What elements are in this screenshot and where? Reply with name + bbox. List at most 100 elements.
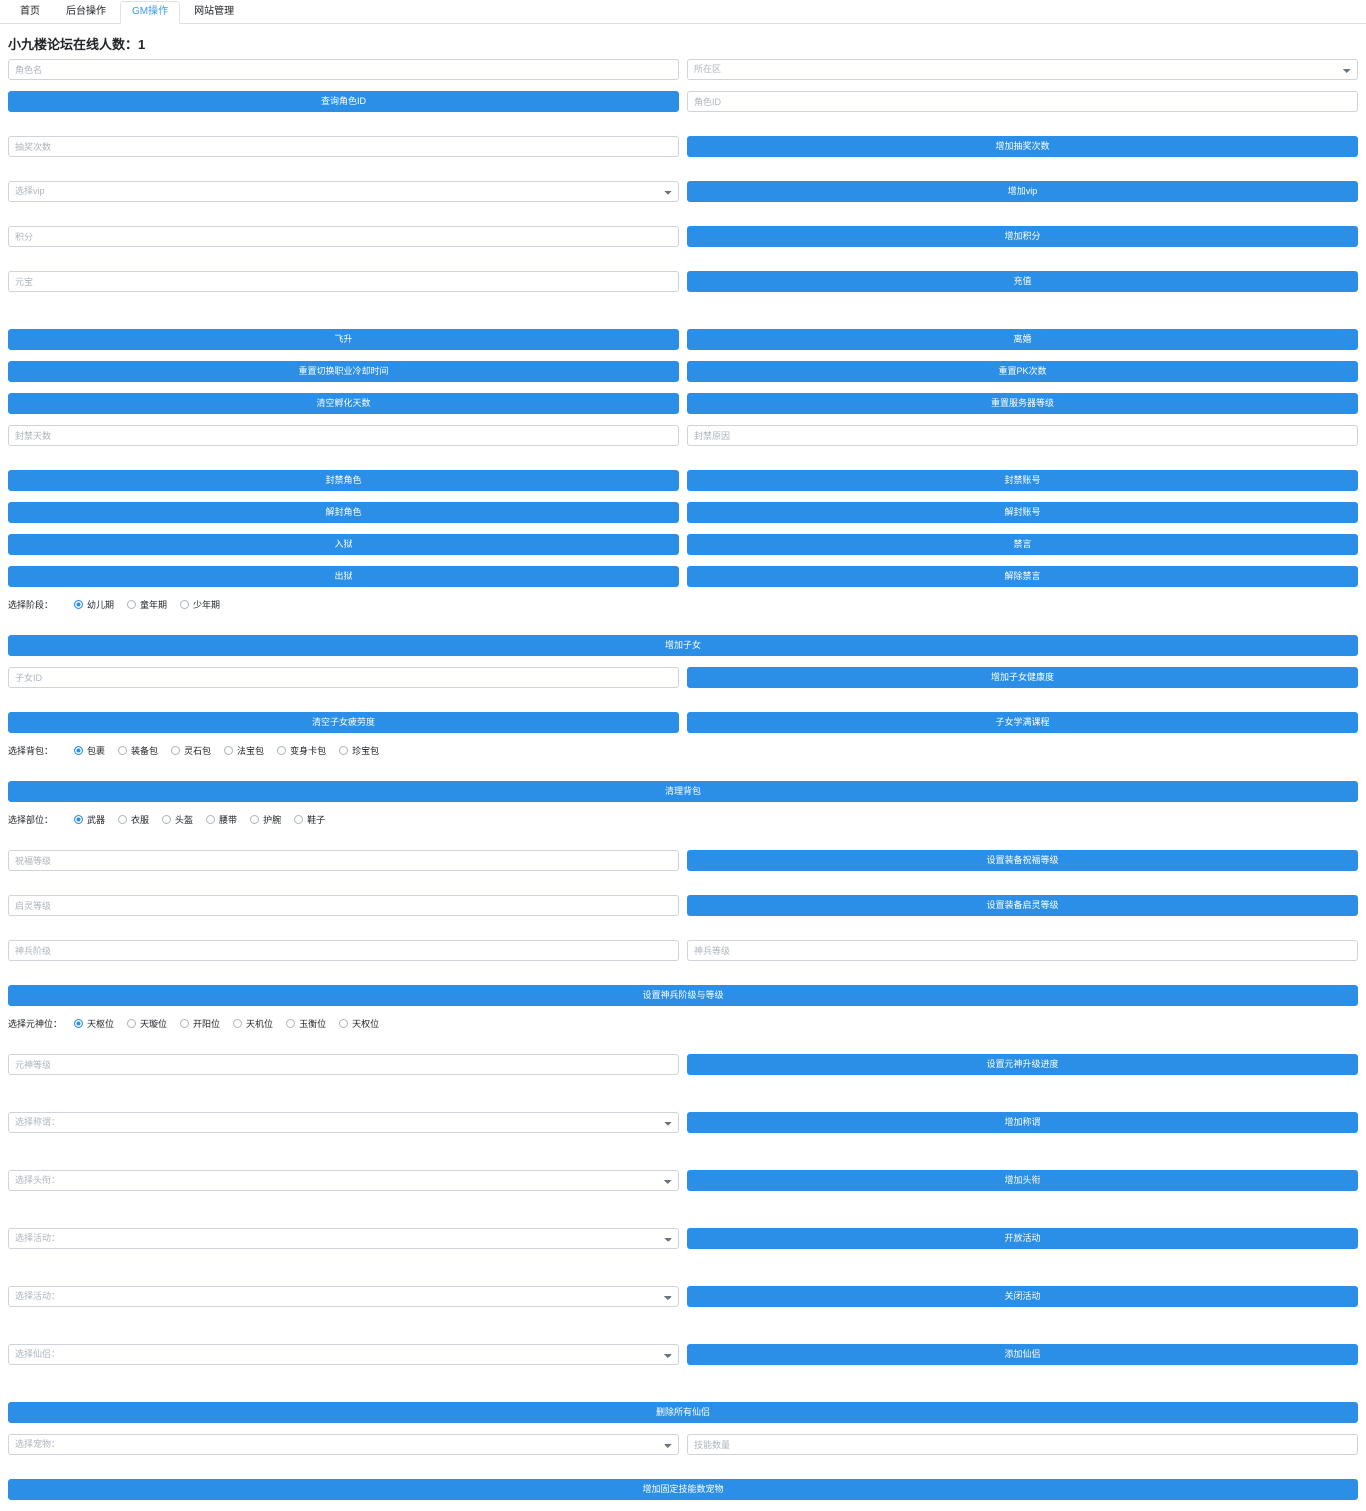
- delete-all-companions-button[interactable]: 删除所有仙侣: [8, 1402, 1358, 1423]
- reset-server-level-button[interactable]: 重置服务器等级: [687, 393, 1358, 414]
- soul-slot-option-1[interactable]: 天璇位: [127, 1017, 167, 1030]
- tab-home[interactable]: 首页: [20, 6, 40, 17]
- clean-bag-button[interactable]: 清理背包: [8, 781, 1358, 802]
- stage-option-2[interactable]: 少年期: [180, 598, 220, 611]
- bless-level-input[interactable]: [8, 850, 679, 871]
- stage-option-1[interactable]: 童年期: [127, 598, 167, 611]
- bag-option-5[interactable]: 珍宝包: [339, 744, 379, 757]
- title-select[interactable]: 选择头衔：: [8, 1170, 679, 1191]
- zone-select[interactable]: 所在区: [687, 59, 1358, 80]
- soul-slot-radio-2[interactable]: [180, 1019, 190, 1028]
- tab-site-management[interactable]: 网站管理: [194, 6, 235, 17]
- clear-hatch-days-button[interactable]: 清空孵化天数: [8, 393, 679, 414]
- stage-option-0[interactable]: 幼儿期: [74, 598, 114, 611]
- part-option-3[interactable]: 腰带: [206, 813, 237, 826]
- mute-button[interactable]: 禁言: [687, 534, 1358, 555]
- part-option-1[interactable]: 衣服: [118, 813, 149, 826]
- soul-slot-radio-4[interactable]: [286, 1019, 296, 1028]
- bag-radio-0[interactable]: [74, 746, 83, 755]
- companion-select[interactable]: 选择仙侣：: [8, 1344, 679, 1365]
- add-title-button[interactable]: 增加头衔: [687, 1170, 1358, 1191]
- tab-gm-operations[interactable]: GM操作: [120, 1, 181, 24]
- skill-count-input[interactable]: [687, 1434, 1358, 1455]
- recharge-button[interactable]: 充值: [687, 271, 1358, 292]
- unmute-button[interactable]: 解除禁言: [687, 566, 1358, 587]
- bag-option-4[interactable]: 变身卡包: [277, 744, 326, 757]
- set-soul-upgrade-progress-button[interactable]: 设置元神升级进度: [687, 1054, 1358, 1075]
- bag-option-3[interactable]: 法宝包: [224, 744, 264, 757]
- ban-role-button[interactable]: 封禁角色: [8, 470, 679, 491]
- child-finish-course-button[interactable]: 子女学满课程: [687, 712, 1358, 733]
- ban-days-input[interactable]: [8, 425, 679, 446]
- part-radio-4[interactable]: [250, 815, 260, 824]
- add-vip-button[interactable]: 增加vip: [687, 181, 1358, 202]
- stage-radio-2[interactable]: [180, 600, 190, 609]
- bag-option-1[interactable]: 装备包: [118, 744, 158, 757]
- stage-radio-0[interactable]: [74, 600, 83, 609]
- role-id-input[interactable]: [687, 91, 1358, 112]
- bag-radio-1[interactable]: [118, 746, 128, 755]
- query-role-id-button[interactable]: 查询角色ID: [8, 91, 679, 112]
- part-radio-3[interactable]: [206, 815, 216, 824]
- add-points-button[interactable]: 增加积分: [687, 226, 1358, 247]
- set-divine-weapon-button[interactable]: 设置神兵阶级与等级: [8, 985, 1358, 1006]
- soul-level-input[interactable]: [8, 1054, 679, 1075]
- part-radio-2[interactable]: [162, 815, 172, 824]
- tab-backend-operations[interactable]: 后台操作: [66, 6, 106, 17]
- points-input[interactable]: [8, 226, 679, 247]
- stage-radio-1[interactable]: [127, 600, 137, 609]
- open-activity-button[interactable]: 开放活动: [687, 1228, 1358, 1249]
- reset-pk-count-button[interactable]: 重置PK次数: [687, 361, 1358, 382]
- add-child-button[interactable]: 增加子女: [8, 635, 1358, 656]
- activity-open-select[interactable]: 选择活动：: [8, 1228, 679, 1249]
- pet-select[interactable]: 选择宠物：: [8, 1434, 679, 1455]
- divine-weapon-rank-input[interactable]: [8, 940, 679, 961]
- unban-role-button[interactable]: 解封角色: [8, 502, 679, 523]
- appellation-select[interactable]: 选择称谓：: [8, 1112, 679, 1133]
- ascend-button[interactable]: 飞升: [8, 329, 679, 350]
- spirit-level-input[interactable]: [8, 895, 679, 916]
- ban-account-button[interactable]: 封禁账号: [687, 470, 1358, 491]
- soul-slot-option-4[interactable]: 玉衡位: [286, 1017, 326, 1030]
- soul-slot-radio-3[interactable]: [233, 1019, 243, 1028]
- part-option-2[interactable]: 头盔: [162, 813, 193, 826]
- vip-select[interactable]: 选择vip: [8, 181, 679, 202]
- part-option-5[interactable]: 鞋子: [294, 813, 325, 826]
- jail-button[interactable]: 入狱: [8, 534, 679, 555]
- soul-slot-option-5[interactable]: 天权位: [339, 1017, 379, 1030]
- release-jail-button[interactable]: 出狱: [8, 566, 679, 587]
- soul-slot-option-3[interactable]: 天机位: [233, 1017, 273, 1030]
- add-lottery-count-button[interactable]: 增加抽奖次数: [687, 136, 1358, 157]
- soul-slot-option-2[interactable]: 开阳位: [180, 1017, 220, 1030]
- reset-job-switch-cd-button[interactable]: 重置切换职业冷却时间: [8, 361, 679, 382]
- part-radio-1[interactable]: [118, 815, 128, 824]
- child-id-input[interactable]: [8, 667, 679, 688]
- soul-slot-radio-0[interactable]: [74, 1019, 83, 1028]
- divine-weapon-level-input[interactable]: [687, 940, 1358, 961]
- part-option-0[interactable]: 武器: [74, 813, 105, 826]
- lottery-count-input[interactable]: [8, 136, 679, 157]
- bag-radio-2[interactable]: [171, 746, 181, 755]
- activity-close-select[interactable]: 选择活动：: [8, 1286, 679, 1307]
- bag-option-2[interactable]: 灵石包: [171, 744, 211, 757]
- role-name-input[interactable]: [8, 59, 679, 80]
- soul-slot-radio-5[interactable]: [339, 1019, 349, 1028]
- soul-slot-radio-1[interactable]: [127, 1019, 137, 1028]
- bag-radio-4[interactable]: [277, 746, 287, 755]
- add-companion-button[interactable]: 添加仙侣: [687, 1344, 1358, 1365]
- set-equip-spirit-level-button[interactable]: 设置装备启灵等级: [687, 895, 1358, 916]
- set-equip-bless-level-button[interactable]: 设置装备祝福等级: [687, 850, 1358, 871]
- part-radio-0[interactable]: [74, 815, 83, 824]
- part-radio-5[interactable]: [294, 815, 304, 824]
- yuanbao-input[interactable]: [8, 271, 679, 292]
- divorce-button[interactable]: 离婚: [687, 329, 1358, 350]
- close-activity-button[interactable]: 关闭活动: [687, 1286, 1358, 1307]
- add-fixed-skill-pet-button[interactable]: 增加固定技能数宠物: [8, 1479, 1358, 1500]
- unban-account-button[interactable]: 解封账号: [687, 502, 1358, 523]
- bag-radio-5[interactable]: [339, 746, 349, 755]
- soul-slot-option-0[interactable]: 天枢位: [74, 1017, 114, 1030]
- bag-option-0[interactable]: 包裹: [74, 744, 105, 757]
- bag-radio-3[interactable]: [224, 746, 234, 755]
- clear-child-fatigue-button[interactable]: 清空子女疲劳度: [8, 712, 679, 733]
- add-appellation-button[interactable]: 增加称谓: [687, 1112, 1358, 1133]
